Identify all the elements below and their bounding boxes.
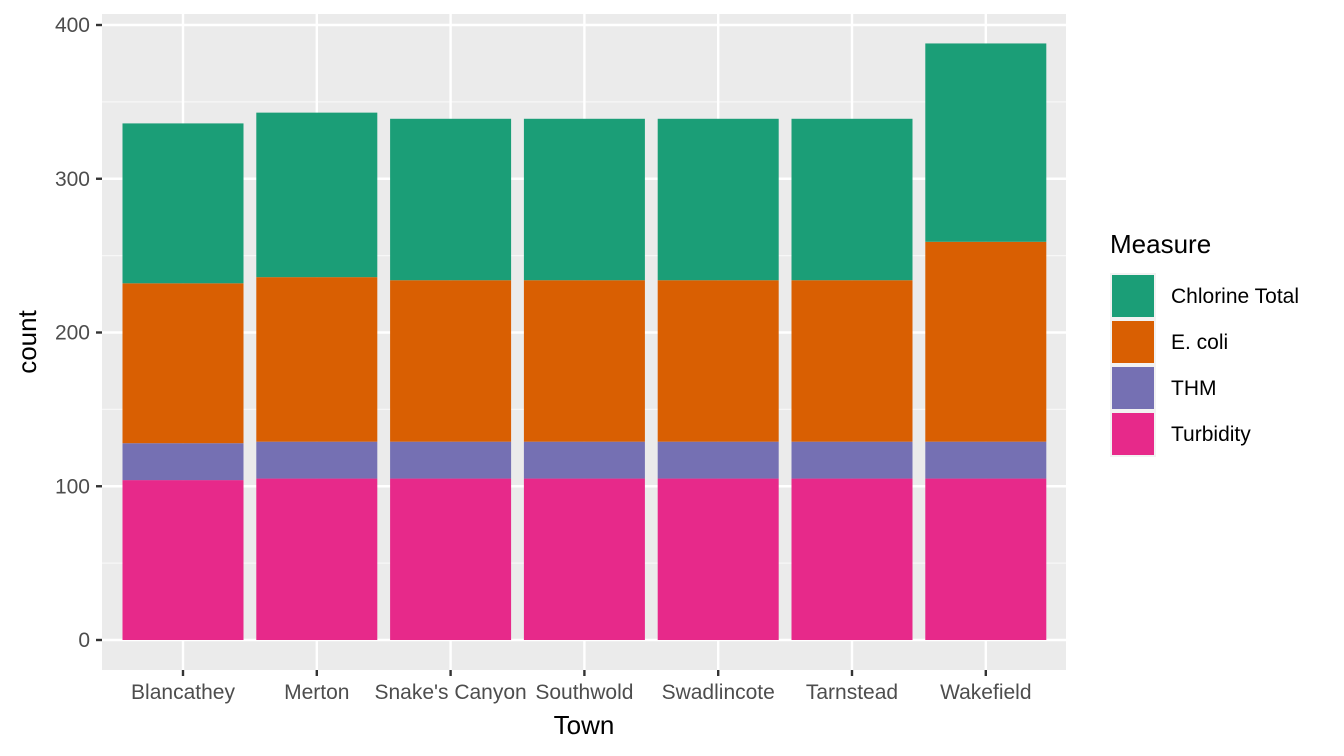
bars [122,43,1047,640]
y-tick-label: 200 [55,322,90,345]
bar-segment [390,441,512,479]
x-tick-label: Southwold [535,681,633,704]
legend-swatch [1112,367,1154,409]
x-tick-label: Swadlincote [662,681,775,704]
bar-segment [657,441,779,479]
bar-segment [657,118,779,281]
bar-segment [657,478,779,640]
y-tick-label: 300 [55,168,90,191]
bar-segment [390,280,512,442]
bar-segment [523,280,645,442]
y-axis: 0 100 200 300 400 [55,14,102,652]
x-tick-label: Tarnstead [806,681,898,704]
bar-segment [925,241,1047,442]
bar-segment [122,480,244,640]
legend-swatch [1112,275,1154,317]
legend: Measure Chlorine Total E. coli THM Turbidit… [1110,229,1299,457]
bar-segment [791,280,913,442]
x-tick-label: Blancathey [131,681,235,704]
bar-segment [925,478,1047,640]
bar-segment [791,441,913,479]
bar-segment [122,123,244,284]
legend-swatch [1112,413,1154,455]
bar-segment [256,478,378,640]
bar-segment [122,443,244,481]
legend-label: THM [1171,377,1217,400]
bar-segment [390,478,512,640]
bar-segment [925,441,1047,479]
legend-label: Chlorine Total [1171,285,1299,308]
legend-label: E. coli [1171,331,1228,354]
bar-segment [657,280,779,442]
legend-swatch [1112,321,1154,363]
legend-title: Measure [1110,229,1211,259]
bar-segment [256,277,378,442]
x-axis: Blancathey Merton Snake's Canyon Southwold S… [131,670,1032,704]
x-tick-label: Merton [284,681,349,704]
y-tick-label: 0 [78,629,90,652]
y-tick-label: 400 [55,14,90,37]
x-axis-title: Town [554,710,615,740]
bar-segment [390,118,512,281]
legend-label: Turbidity [1171,423,1251,446]
bar-segment [523,118,645,281]
bar-segment [791,478,913,640]
x-tick-label: Snake's Canyon [374,681,526,704]
bar-segment [122,283,244,444]
y-axis-title: count [12,309,42,373]
bar-segment [523,478,645,640]
bar-segment [791,118,913,281]
y-tick-label: 100 [55,475,90,498]
bar-segment [256,112,378,278]
bar-segment [925,43,1047,242]
x-tick-label: Wakefield [940,681,1031,704]
bar-segment [256,441,378,479]
bar-segment [523,441,645,479]
